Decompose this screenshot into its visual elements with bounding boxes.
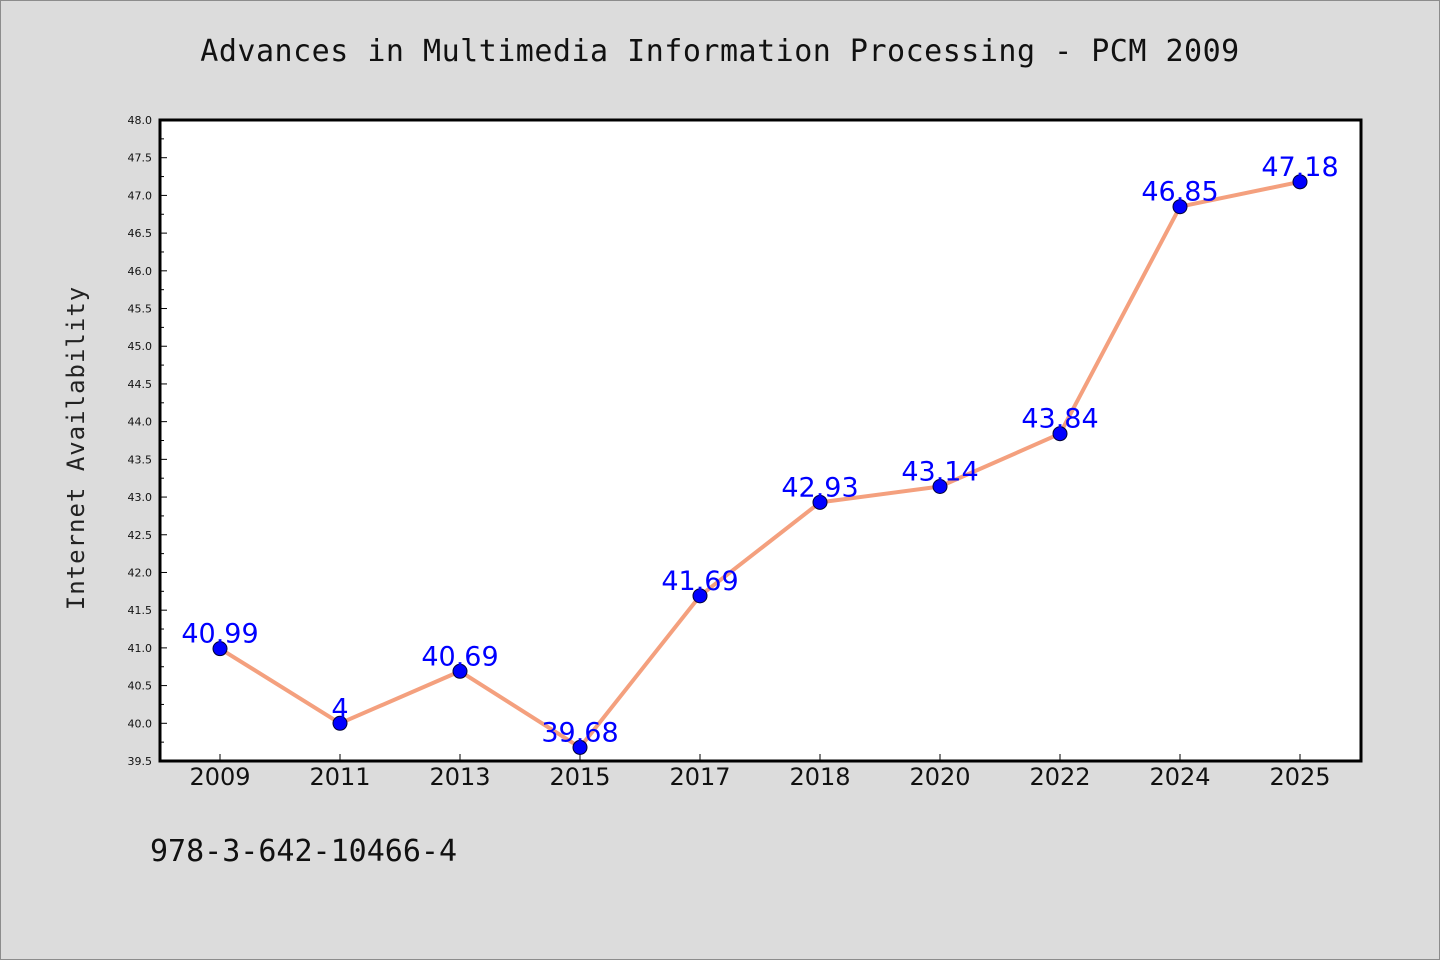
y-tick-label: 46.0 <box>128 265 153 278</box>
data-point <box>1172 199 1188 215</box>
y-tick-label: 40.5 <box>128 680 153 693</box>
y-tick-label: 41.5 <box>128 604 153 617</box>
y-tick-label: 44.0 <box>128 416 153 429</box>
series-markers <box>212 174 1308 755</box>
data-point <box>212 641 228 657</box>
data-label: 41.69 <box>661 566 738 597</box>
data-label: 40.69 <box>421 641 498 672</box>
data-point <box>452 663 468 679</box>
x-tick-label: 2017 <box>669 763 730 791</box>
data-labels: 40.99 4 40.69 39.68 41.69 42.93 43.14 43.84 46.8… <box>181 152 1338 749</box>
data-label: 42.93 <box>781 472 858 503</box>
data-point <box>812 494 828 510</box>
x-tick-label: 2025 <box>1269 763 1330 791</box>
x-tick-label: 2011 <box>309 763 370 791</box>
x-tick-label: 2024 <box>1149 763 1210 791</box>
data-point <box>332 715 348 731</box>
chart-title: Advances in Multimedia Information Proce… <box>200 34 1240 69</box>
y-tick-label: 44.5 <box>128 378 153 391</box>
data-point <box>692 588 708 604</box>
y-tick-label: 43.5 <box>128 453 153 466</box>
y-tick-label: 45.5 <box>128 303 153 316</box>
data-label: 46.85 <box>1141 177 1218 208</box>
y-tick-label: 48.0 <box>128 114 153 127</box>
y-tick-label: 46.5 <box>128 227 153 240</box>
plot-area <box>158 118 1363 763</box>
y-tick-label: 43.0 <box>128 491 153 504</box>
y-tick-label: 39.5 <box>128 755 153 768</box>
data-point <box>572 739 588 755</box>
data-point <box>1292 174 1308 190</box>
x-tick-label: 2013 <box>429 763 490 791</box>
isbn-text: 978-3-642-10466-4 <box>150 834 458 869</box>
data-label: 39.68 <box>541 717 618 748</box>
x-tick-label: 2020 <box>909 763 970 791</box>
series-line <box>218 179 1301 750</box>
data-label: 40.99 <box>181 619 258 650</box>
x-tick-label: 2018 <box>789 763 850 791</box>
x-tick-label: 2009 <box>189 763 250 791</box>
y-tick-label: 42.0 <box>128 566 153 579</box>
data-label: 43.14 <box>901 457 978 488</box>
data-point <box>932 479 948 495</box>
data-label: 47.18 <box>1261 152 1338 183</box>
x-tick-label: 2015 <box>549 763 610 791</box>
y-tick-label: 47.0 <box>128 189 153 202</box>
y-tick-label: 45.0 <box>128 340 153 353</box>
y-tick-label: 40.0 <box>128 717 153 730</box>
x-axis-ticks: 2009 2011 2013 2015 2017 2018 2020 2022 2024 2025 <box>189 754 1331 791</box>
y-tick-label: 42.5 <box>128 529 153 542</box>
data-label: 4 <box>331 693 348 724</box>
data-label: 43.84 <box>1021 404 1098 435</box>
y-axis-ticks: 39.5 40.0 40.5 41.0 41.5 42.0 42.5 43.0 43.5 44.0… <box>128 114 167 768</box>
data-point <box>1052 426 1068 442</box>
x-tick-label: 2022 <box>1029 763 1090 791</box>
y-tick-label: 41.0 <box>128 642 153 655</box>
y-tick-label: 47.5 <box>128 152 153 165</box>
